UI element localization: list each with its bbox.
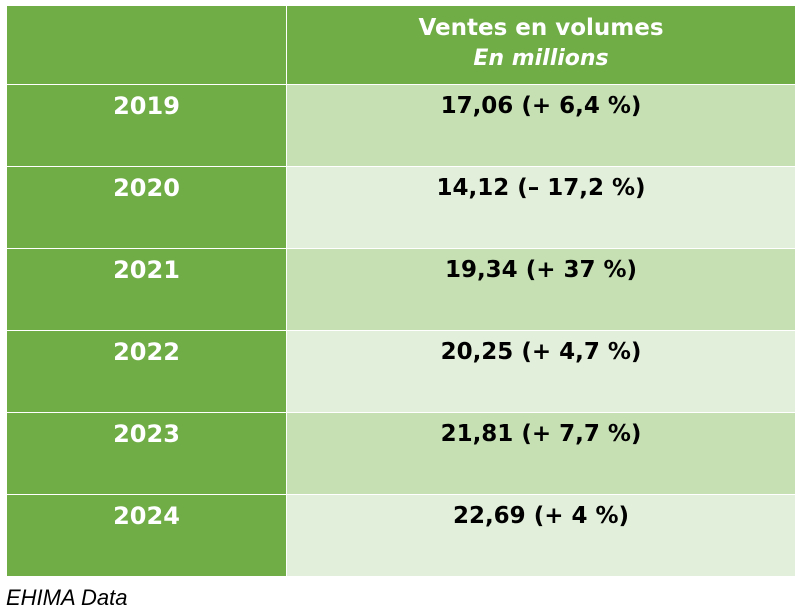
year-cell: 2021	[7, 249, 287, 331]
header-empty-cell	[7, 6, 287, 85]
header-title: Ventes en volumes	[418, 15, 664, 41]
value-cell: 17,06 (+ 6,4 %)	[287, 85, 795, 167]
table-row: 2021 19,34 (+ 37 %)	[7, 249, 795, 331]
sales-table: Ventes en volumes En millions 2019 17,06…	[7, 6, 795, 577]
value-cell: 22,69 (+ 4 %)	[287, 495, 795, 577]
table-header-row: Ventes en volumes En millions	[7, 6, 795, 85]
header-subtitle: En millions	[473, 46, 609, 71]
year-cell: 2022	[7, 331, 287, 413]
value-cell: 19,34 (+ 37 %)	[287, 249, 795, 331]
table-row: 2020 14,12 (– 17,2 %)	[7, 167, 795, 249]
header-cell: Ventes en volumes En millions	[287, 6, 795, 85]
table-row: 2024 22,69 (+ 4 %)	[7, 495, 795, 577]
value-cell: 21,81 (+ 7,7 %)	[287, 413, 795, 495]
year-cell: 2024	[7, 495, 287, 577]
table-row: 2023 21,81 (+ 7,7 %)	[7, 413, 795, 495]
year-cell: 2019	[7, 85, 287, 167]
source-caption: EHIMA Data	[6, 585, 128, 610]
table-row: 2022 20,25 (+ 4,7 %)	[7, 331, 795, 413]
table-row: 2019 17,06 (+ 6,4 %)	[7, 85, 795, 167]
value-cell: 20,25 (+ 4,7 %)	[287, 331, 795, 413]
year-cell: 2023	[7, 413, 287, 495]
year-cell: 2020	[7, 167, 287, 249]
value-cell: 14,12 (– 17,2 %)	[287, 167, 795, 249]
